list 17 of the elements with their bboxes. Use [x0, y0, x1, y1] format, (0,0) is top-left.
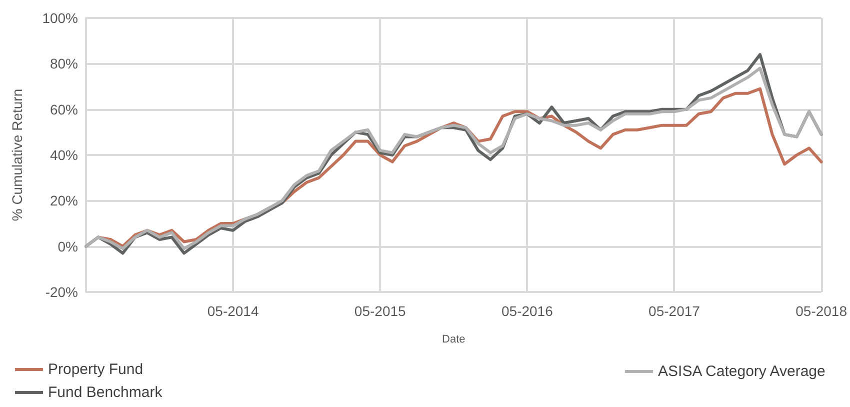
y-tick-label: -20% [45, 284, 78, 300]
legend-label: Fund Benchmark [48, 384, 163, 401]
y-tick-label: 100% [42, 10, 78, 26]
x-tick-label: 05-2017 [648, 303, 700, 319]
x-tick-label: 05-2016 [501, 303, 554, 319]
y-axis-title: % Cumulative Return [9, 88, 25, 222]
y-tick-label: 20% [50, 192, 78, 209]
x-tick-label: 05-2014 [207, 303, 259, 319]
x-axis-title: Date [442, 334, 466, 346]
y-tick-label: 0% [58, 238, 78, 254]
legend-label: Property Fund [48, 361, 144, 378]
y-tick-label: 40% [50, 147, 78, 163]
x-tick-label: 05-2018 [796, 303, 848, 319]
y-tick-label: 80% [50, 56, 78, 72]
y-tick-label: 60% [50, 101, 78, 118]
x-tick-label: 05-2015 [354, 303, 406, 319]
legend-label: ASISA Category Average [658, 363, 826, 380]
